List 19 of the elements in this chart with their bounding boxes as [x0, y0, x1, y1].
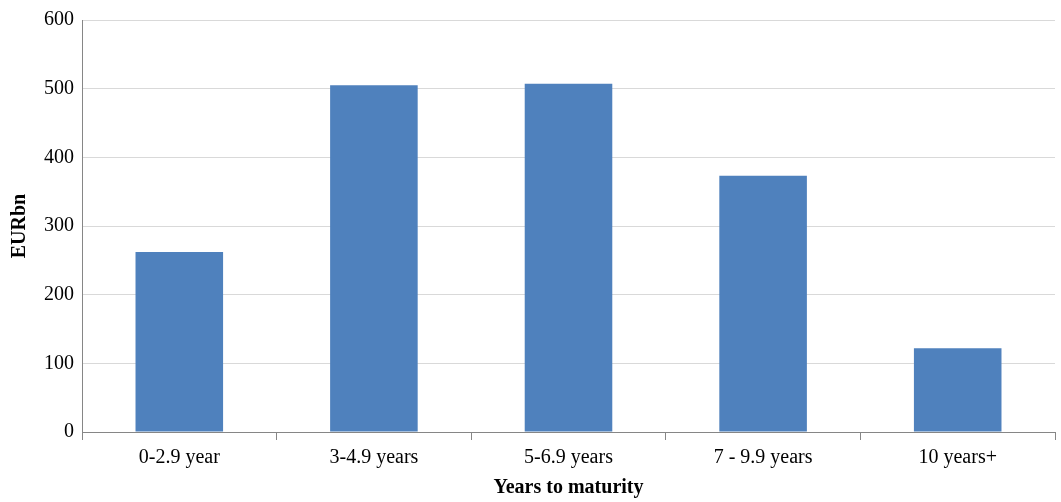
y-tick-label: 400	[44, 144, 74, 167]
x-tick-label: 5-6.9 years	[524, 445, 614, 469]
x-tick-label: 10 years+	[918, 445, 997, 469]
bar	[330, 85, 418, 432]
y-tick-label: 100	[44, 350, 74, 373]
x-tick-label: 7 - 9.9 years	[713, 445, 813, 469]
y-tick-label: 600	[44, 7, 74, 30]
x-axis-title: Years to maturity	[493, 475, 644, 499]
x-tick-label: 0-2.9 year	[138, 445, 221, 469]
y-tick-label: 0	[64, 419, 74, 442]
bar	[524, 83, 613, 432]
y-tick-label: 300	[44, 213, 74, 236]
y-tick-label: 200	[44, 281, 74, 304]
x-tick-label: 3-4.9 years	[329, 445, 419, 469]
y-axis-title: EURbn	[7, 193, 30, 259]
bar	[719, 175, 807, 432]
y-tick-label: 500	[44, 75, 74, 98]
bar	[913, 348, 1002, 432]
bar	[135, 252, 224, 432]
